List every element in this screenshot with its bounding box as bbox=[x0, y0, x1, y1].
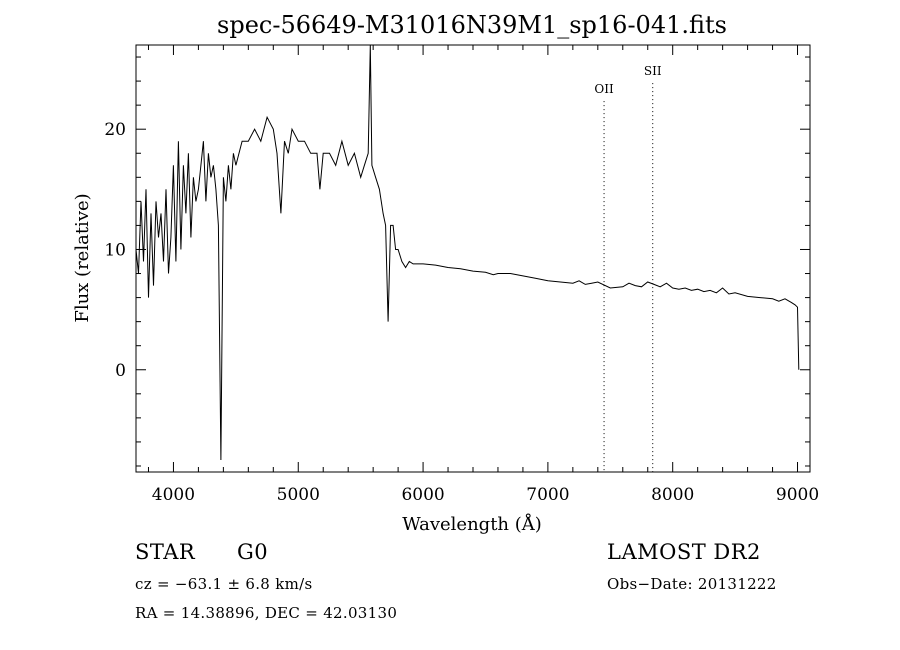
y-axis-label: Flux (relative) bbox=[72, 193, 93, 322]
chart-title: spec-56649-M31016N39M1_sp16-041.fits bbox=[217, 11, 727, 39]
x-axis-label: Wavelength (Å) bbox=[402, 513, 542, 535]
x-tick-label: 4000 bbox=[152, 485, 195, 505]
x-tick-label: 7000 bbox=[526, 485, 569, 505]
line-annotations: OII SII bbox=[594, 64, 662, 472]
x-tick-label: 6000 bbox=[401, 485, 444, 505]
y-tick-label: 20 bbox=[104, 120, 126, 140]
x-axis-ticks: 4000 5000 6000 7000 8000 9000 bbox=[147, 45, 819, 505]
observation-date: Obs−Date: 20131222 bbox=[607, 575, 777, 593]
annotation-label: OII bbox=[594, 82, 614, 96]
object-subclass: G0 bbox=[237, 540, 269, 564]
object-class: STAR bbox=[135, 540, 196, 564]
x-tick-label: 9000 bbox=[776, 485, 819, 505]
x-tick-label: 5000 bbox=[277, 485, 320, 505]
survey-name: LAMOST DR2 bbox=[607, 540, 761, 564]
spectrum-series-line bbox=[135, 44, 800, 461]
coordinates-readout: RA = 14.38896, DEC = 42.03130 bbox=[135, 604, 398, 622]
annotation-label: SII bbox=[644, 64, 662, 78]
y-axis-ticks: 0 10 20 bbox=[104, 56, 810, 467]
x-tick-label: 8000 bbox=[651, 485, 694, 505]
plot-frame bbox=[135, 44, 811, 473]
y-tick-label: 0 bbox=[115, 361, 126, 381]
spectrum-chart: spec-56649-M31016N39M1_sp16-041.fits 400… bbox=[72, 11, 819, 535]
redshift-readout: cz = −63.1 ± 6.8 km/s bbox=[135, 575, 313, 593]
y-tick-label: 10 bbox=[104, 240, 126, 260]
